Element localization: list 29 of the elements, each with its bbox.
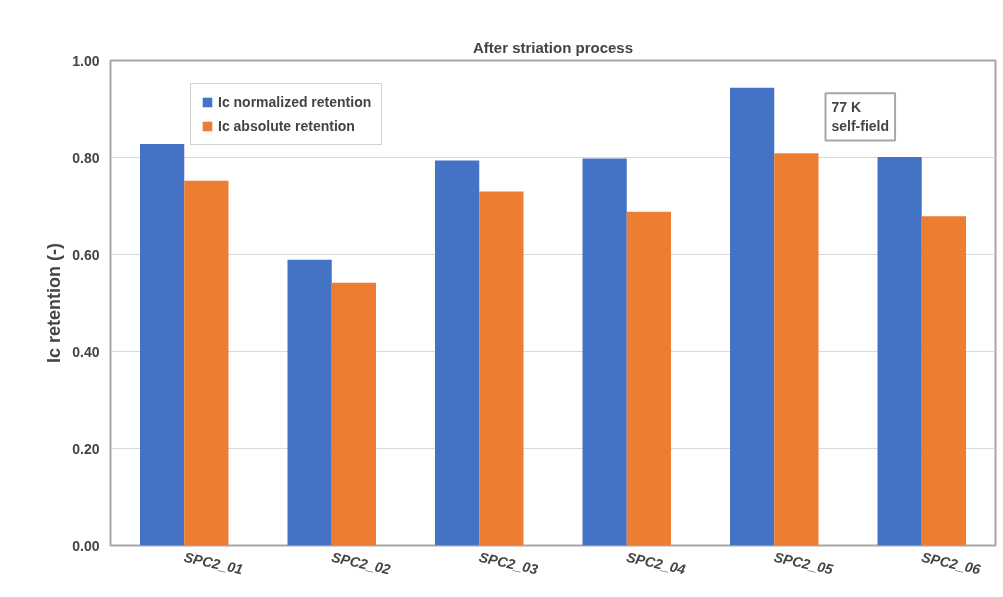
x-tick-label: SPC2_06 bbox=[920, 548, 983, 578]
bar bbox=[877, 157, 922, 546]
y-tick-label: 0.00 bbox=[72, 537, 100, 554]
y-tick-label: 0.20 bbox=[72, 440, 100, 457]
y-tick-label: 0.80 bbox=[72, 149, 100, 166]
bar bbox=[921, 216, 966, 546]
bar bbox=[331, 282, 376, 546]
x-tick-label: SPC2_05 bbox=[772, 548, 835, 578]
bar bbox=[626, 211, 671, 546]
bar bbox=[582, 158, 627, 546]
legend-label: Ic absolute retention bbox=[218, 118, 355, 134]
y-tick-label: 0.60 bbox=[72, 246, 100, 263]
chart-title: After striation process bbox=[472, 38, 634, 56]
legend-label: Ic normalized retention bbox=[218, 94, 372, 110]
y-tick-label: 0.40 bbox=[72, 343, 100, 360]
bar bbox=[287, 259, 332, 546]
bar bbox=[435, 160, 480, 546]
x-tick-label: SPC2_01 bbox=[182, 548, 245, 578]
x-tick-label: SPC2_04 bbox=[625, 548, 688, 578]
bar bbox=[140, 143, 185, 546]
y-tick-label: 1.00 bbox=[72, 52, 100, 69]
x-tick-label: SPC2_03 bbox=[477, 548, 540, 578]
annotation: 77 K self-field bbox=[831, 99, 890, 135]
bar bbox=[479, 191, 524, 546]
bar bbox=[730, 87, 775, 546]
x-tick-label: SPC2_02 bbox=[330, 548, 393, 578]
bar bbox=[774, 153, 819, 546]
y-axis-title: Ic retention (-) bbox=[44, 243, 65, 363]
bar bbox=[184, 180, 229, 546]
